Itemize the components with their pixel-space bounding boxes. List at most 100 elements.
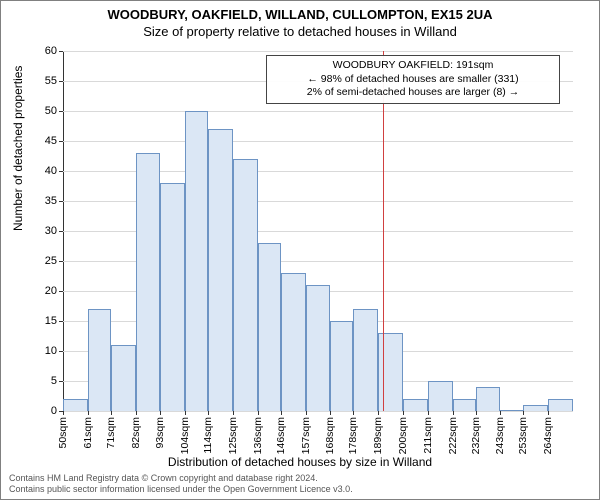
x-tick-label: 178sqm [347, 417, 359, 454]
x-tick-label: 114sqm [202, 417, 214, 454]
x-tick-label: 136sqm [252, 417, 264, 454]
histogram-bar [500, 410, 523, 411]
histogram-bar [258, 243, 281, 411]
x-tick-mark [523, 411, 524, 415]
histogram-bar [160, 183, 185, 411]
histogram-bar [476, 387, 501, 411]
x-tick-label: 82sqm [130, 417, 142, 449]
x-tick-label: 253sqm [517, 417, 529, 454]
grid-line [63, 51, 573, 52]
y-tick-label: 55 [45, 75, 57, 87]
y-tick-mark [59, 351, 63, 352]
x-tick-label: 125sqm [227, 417, 239, 454]
y-tick-mark [59, 141, 63, 142]
histogram-bar [208, 129, 233, 411]
x-tick-mark [403, 411, 404, 415]
reference-line [383, 51, 384, 411]
x-tick-label: 200sqm [397, 417, 409, 454]
x-tick-label: 168sqm [324, 417, 336, 454]
histogram-bar [548, 399, 573, 411]
x-tick-label: 157sqm [300, 417, 312, 454]
y-tick-label: 40 [45, 165, 57, 177]
x-tick-label: 211sqm [422, 417, 434, 454]
y-tick-label: 30 [45, 225, 57, 237]
y-tick-mark [59, 261, 63, 262]
y-tick-mark [59, 321, 63, 322]
x-tick-mark [136, 411, 137, 415]
y-tick-mark [59, 201, 63, 202]
x-tick-mark [185, 411, 186, 415]
histogram-bar [428, 381, 453, 411]
histogram-bar [453, 399, 476, 411]
x-tick-label: 104sqm [179, 417, 191, 454]
x-tick-mark [281, 411, 282, 415]
footer-line2: Contains public sector information licen… [9, 484, 353, 495]
x-tick-mark [306, 411, 307, 415]
y-tick-label: 5 [51, 375, 57, 387]
histogram-bar [403, 399, 428, 411]
y-tick-label: 50 [45, 105, 57, 117]
annotation-line1: WOODBURY OAKFIELD: 191sqm [273, 59, 553, 73]
y-tick-label: 60 [45, 45, 57, 57]
annotation-box: WOODBURY OAKFIELD: 191sqm← 98% of detach… [266, 55, 560, 104]
x-tick-mark [476, 411, 477, 415]
chart-title-line1: WOODBURY, OAKFIELD, WILLAND, CULLOMPTON,… [1, 7, 599, 22]
chart-title-line2: Size of property relative to detached ho… [1, 24, 599, 39]
x-axis-label: Distribution of detached houses by size … [1, 455, 599, 469]
y-tick-label: 45 [45, 135, 57, 147]
x-tick-mark [330, 411, 331, 415]
x-tick-mark [453, 411, 454, 415]
x-tick-label: 222sqm [447, 417, 459, 454]
histogram-bar [185, 111, 208, 411]
y-tick-label: 20 [45, 285, 57, 297]
histogram-bar [88, 309, 111, 411]
histogram-bar [523, 405, 548, 411]
x-tick-mark [428, 411, 429, 415]
chart-container: WOODBURY, OAKFIELD, WILLAND, CULLOMPTON,… [0, 0, 600, 500]
y-tick-mark [59, 51, 63, 52]
histogram-bar [353, 309, 378, 411]
y-tick-mark [59, 231, 63, 232]
histogram-bar [136, 153, 161, 411]
y-tick-label: 25 [45, 255, 57, 267]
grid-line [63, 111, 573, 112]
x-tick-label: 189sqm [372, 417, 384, 454]
x-tick-label: 243sqm [494, 417, 506, 454]
y-tick-label: 0 [51, 405, 57, 417]
x-tick-mark [378, 411, 379, 415]
annotation-line3: 2% of semi-detached houses are larger (8… [273, 86, 553, 100]
footer-line1: Contains HM Land Registry data © Crown c… [9, 473, 353, 484]
y-tick-mark [59, 81, 63, 82]
plot-area: 05101520253035404550556050sqm61sqm71sqm8… [63, 51, 573, 411]
x-tick-label: 232sqm [470, 417, 482, 454]
x-tick-mark [160, 411, 161, 415]
x-tick-label: 93sqm [154, 417, 166, 449]
x-tick-mark [353, 411, 354, 415]
y-axis-label: Number of detached properties [11, 66, 25, 231]
y-tick-mark [59, 381, 63, 382]
x-tick-mark [258, 411, 259, 415]
grid-line [63, 411, 573, 412]
y-tick-mark [59, 111, 63, 112]
x-tick-mark [111, 411, 112, 415]
x-tick-mark [500, 411, 501, 415]
histogram-bar [330, 321, 353, 411]
x-tick-label: 264sqm [542, 417, 554, 454]
histogram-bar [233, 159, 258, 411]
x-tick-mark [548, 411, 549, 415]
x-tick-label: 50sqm [57, 417, 69, 449]
histogram-bar [306, 285, 331, 411]
annotation-line2: ← 98% of detached houses are smaller (33… [273, 73, 553, 87]
histogram-bar [111, 345, 136, 411]
y-tick-label: 35 [45, 195, 57, 207]
x-tick-mark [88, 411, 89, 415]
x-tick-mark [208, 411, 209, 415]
y-tick-mark [59, 291, 63, 292]
x-tick-label: 61sqm [82, 417, 94, 449]
histogram-bar [281, 273, 306, 411]
footer-attribution: Contains HM Land Registry data © Crown c… [9, 473, 353, 495]
x-tick-label: 146sqm [275, 417, 287, 454]
x-tick-mark [233, 411, 234, 415]
y-tick-mark [59, 171, 63, 172]
x-tick-label: 71sqm [105, 417, 117, 449]
